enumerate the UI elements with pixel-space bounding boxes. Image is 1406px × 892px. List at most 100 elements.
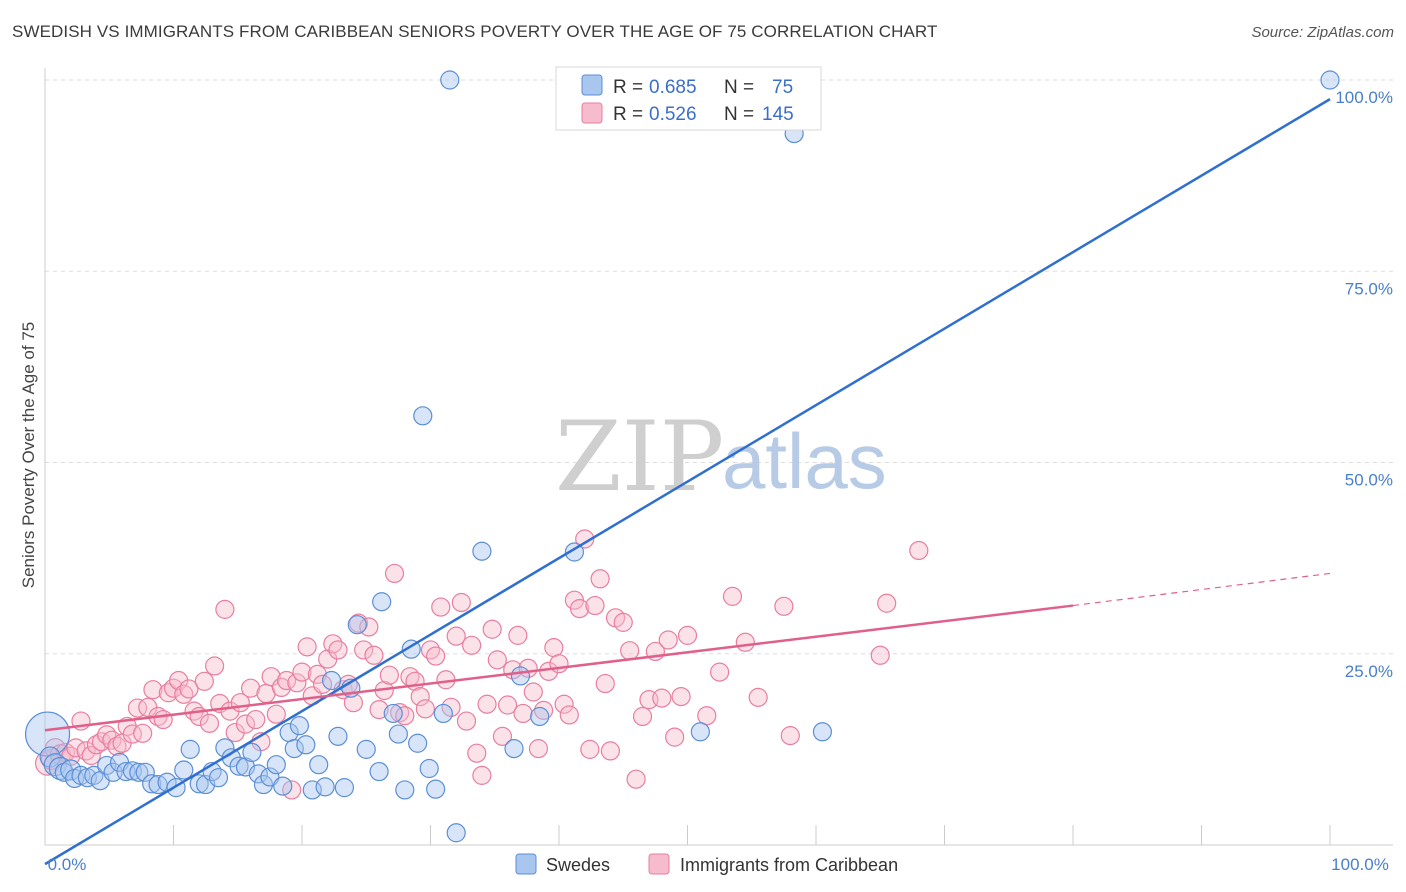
swedes-point — [135, 762, 155, 782]
caribbean-point — [467, 743, 487, 763]
legend-r-label-swedes: R = — [613, 77, 643, 98]
caribbean-point — [354, 640, 374, 660]
caribbean-point — [482, 619, 502, 639]
caribbean-point — [909, 540, 929, 561]
swedes-point — [812, 722, 833, 742]
caribbean-point — [441, 697, 461, 717]
y-tick-label: 75.0% — [1345, 279, 1393, 298]
caribbean-point — [86, 735, 107, 755]
bottom-legend-label-caribbean: Immigrants from Caribbean — [680, 855, 898, 875]
y-axis-label: Seniors Poverty Over the Age of 75 — [19, 322, 38, 588]
caribbean-point — [877, 593, 897, 613]
source-credit: Source: ZipAtlas.com — [1251, 24, 1394, 41]
caribbean-point — [462, 635, 482, 655]
caribbean-point — [870, 645, 890, 665]
swedes-point — [142, 774, 162, 794]
caribbean-point — [632, 706, 653, 727]
caribbean-point — [395, 706, 415, 726]
caribbean-point — [513, 703, 533, 724]
swedes-point — [446, 823, 466, 843]
swedes-point — [504, 739, 524, 759]
caribbean-point — [620, 641, 640, 661]
swedes-point — [472, 541, 492, 561]
tick-labels: 25.0% 50.0% 75.0% 100.0% 0.0% 100.0% — [48, 88, 1393, 874]
caribbean-point — [528, 739, 549, 759]
caribbean-point — [613, 612, 633, 632]
swedes-point — [248, 764, 268, 784]
caribbean-point — [549, 654, 569, 674]
caribbean-point — [205, 656, 225, 676]
swedes-point — [413, 406, 433, 426]
swedes-point — [383, 703, 403, 724]
caribbean-point — [487, 650, 507, 670]
swedes-point — [356, 739, 376, 759]
series-swedes-points — [24, 70, 1340, 843]
caribbean-point — [677, 625, 698, 645]
caribbean-point — [369, 699, 389, 720]
swedes-point — [388, 724, 408, 744]
swedes-point — [296, 735, 316, 755]
swedes-point — [372, 592, 392, 612]
caribbean-point — [498, 695, 518, 715]
caribbean-point — [379, 665, 399, 685]
chart-title: SWEDISH VS IMMIGRANTS FROM CARIBBEAN SEN… — [12, 22, 938, 41]
legend-swatch-caribbean — [581, 102, 603, 124]
caribbean-point — [235, 714, 256, 734]
swedes-point — [530, 706, 550, 727]
series-caribbean-points — [34, 529, 929, 800]
caribbean-point — [774, 596, 794, 616]
swedes-point — [690, 722, 710, 742]
swedes-point — [347, 615, 367, 635]
caribbean-point — [595, 673, 615, 694]
legend-n-label-caribbean: N = — [724, 104, 754, 125]
swedes-point — [328, 726, 348, 746]
legend-r-value-caribbean: 0.526 — [649, 104, 697, 125]
caribbean-point — [384, 563, 405, 584]
caribbean-point — [600, 741, 621, 761]
caribbean-point — [297, 637, 317, 657]
caribbean-point — [575, 529, 595, 549]
caribbean-point — [107, 736, 127, 756]
caribbean-point — [431, 597, 451, 617]
y-tick-label: 25.0% — [1345, 662, 1393, 681]
swedes-point — [440, 70, 460, 90]
caribbean-point — [735, 632, 755, 652]
swedes-point — [54, 762, 74, 782]
caribbean-point — [241, 678, 261, 698]
caribbean-point — [626, 769, 646, 789]
swedes-point — [369, 761, 389, 782]
caribbean-point — [710, 662, 730, 682]
caribbean-point — [81, 745, 101, 766]
caribbean-point — [451, 592, 471, 613]
swedes-point — [309, 755, 329, 775]
caribbean-point — [174, 684, 194, 704]
caribbean-point — [328, 640, 348, 660]
bottom-legend-label-swedes: Swedes — [546, 855, 610, 875]
caribbean-point — [456, 711, 477, 731]
watermark-atlas: atlas — [722, 417, 887, 505]
swedes-point — [433, 703, 453, 724]
caribbean-trend-extension — [1072, 572, 1331, 607]
caribbean-point — [780, 726, 800, 746]
swedes-point — [289, 716, 310, 736]
caribbean-point — [748, 687, 768, 707]
caribbean-point — [569, 599, 590, 619]
caribbean-point — [359, 617, 379, 637]
caribbean-point — [671, 686, 691, 707]
caribbean-point — [652, 688, 672, 708]
caribbean-point — [665, 727, 685, 747]
swedes-point — [229, 756, 249, 776]
caribbean-point — [199, 713, 220, 733]
caribbean-point — [492, 726, 513, 746]
caribbean-point — [122, 724, 142, 744]
caribbean-point — [410, 686, 430, 707]
legend-n-label-swedes: N = — [724, 77, 754, 98]
caribbean-point — [292, 662, 312, 682]
caribbean-point — [323, 634, 343, 654]
y-tick-label: 100.0% — [1335, 88, 1393, 107]
caribbean-point — [153, 709, 173, 730]
caribbean-point — [194, 671, 214, 691]
legend: R = 0.685 N = 75 R = 0.526 N = 145 — [555, 66, 822, 131]
swedes-point — [253, 774, 274, 795]
